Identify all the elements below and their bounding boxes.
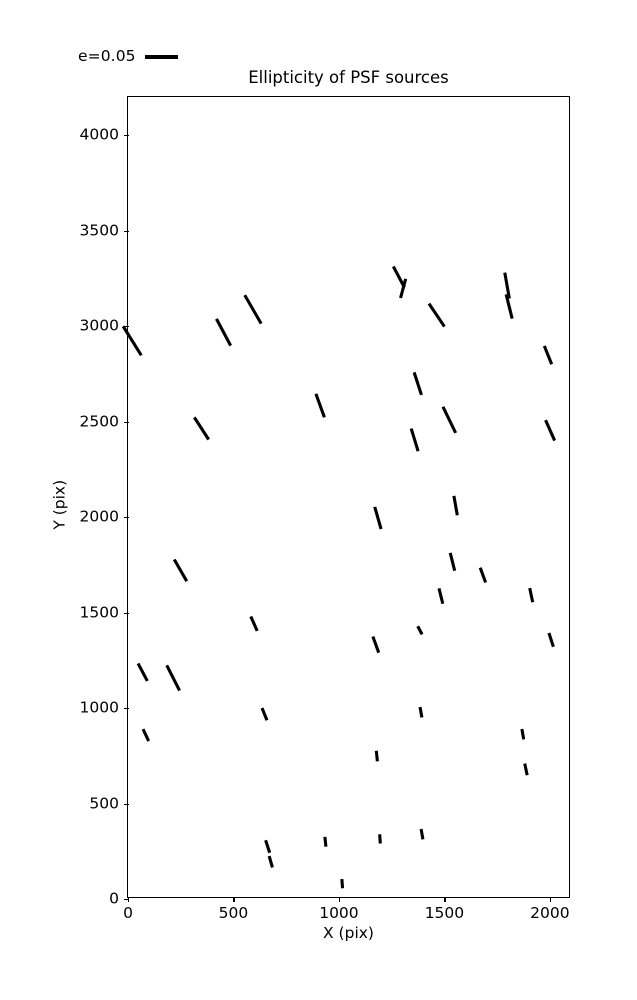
whisker-segment xyxy=(448,552,457,572)
whisker-segment xyxy=(391,265,406,289)
whisker-segment xyxy=(374,750,379,762)
whisker-segment xyxy=(215,318,233,347)
y-tick-label: 4000 xyxy=(79,125,119,144)
whisker-segment xyxy=(121,325,143,357)
x-tick-label: 1500 xyxy=(424,904,465,922)
x-axis-label: X (pix) xyxy=(323,924,374,942)
y-tick-label: 3000 xyxy=(79,316,119,335)
y-tick-label: 3500 xyxy=(79,220,119,239)
legend-label: e=0.05 xyxy=(78,47,136,66)
y-tick-mark xyxy=(124,803,129,805)
whisker-segment xyxy=(427,302,446,328)
y-tick-label: 1000 xyxy=(79,698,119,717)
whisker-segment xyxy=(172,558,189,582)
whisker-segment xyxy=(340,878,345,889)
whisker-segment xyxy=(418,706,424,718)
plot-title: Ellipticity of PSF sources xyxy=(248,68,449,87)
y-tick-mark xyxy=(124,517,129,519)
y-tick-label: 1500 xyxy=(79,602,119,621)
whisker-segment xyxy=(503,272,511,299)
whisker-segment xyxy=(260,707,269,721)
whisker-segment xyxy=(504,294,514,320)
y-tick-label: 500 xyxy=(89,793,119,812)
whisker-segment xyxy=(409,428,420,452)
whisker-segment xyxy=(478,567,488,584)
x-tick-label: 1000 xyxy=(319,904,359,922)
whisker-segment xyxy=(452,495,459,516)
y-tick-label: 0 xyxy=(109,889,119,908)
legend: e=0.05 xyxy=(78,46,178,68)
y-tick-mark xyxy=(124,708,129,710)
y-tick-mark xyxy=(124,612,129,614)
x-tick-mark xyxy=(549,897,552,902)
whisker-segment xyxy=(441,406,458,434)
whisker-segment xyxy=(141,728,151,742)
x-tick-mark xyxy=(338,897,341,902)
whisker-segment xyxy=(243,294,263,325)
x-tick-mark xyxy=(128,897,130,902)
whisker-segment xyxy=(373,506,383,530)
whisker-segment xyxy=(416,625,424,636)
whisker-segment xyxy=(542,345,554,365)
whisker-segment xyxy=(437,588,445,605)
y-tick-mark xyxy=(124,326,129,328)
whisker-segment xyxy=(412,371,423,396)
whisker-segment xyxy=(165,664,181,692)
plot-axes: 0 500 1000 1500 2000 2500 3000 3500 4000 0 500 1000… xyxy=(80,96,570,921)
y-axis-label: Y (pix) xyxy=(50,479,69,530)
x-tick-label: 500 xyxy=(218,904,249,922)
legend-scale-bar-icon xyxy=(144,55,178,59)
whisker-segment xyxy=(544,419,557,442)
x-tick-mark xyxy=(444,897,446,902)
whisker-segment xyxy=(399,278,408,299)
whisker-segment xyxy=(378,834,382,844)
whisker-segment xyxy=(193,416,210,441)
whisker-segment xyxy=(371,636,381,654)
x-tick-mark xyxy=(233,897,235,902)
y-tick-mark xyxy=(124,899,129,901)
y-tick-mark xyxy=(124,421,129,423)
whisker-segment xyxy=(528,587,535,603)
whisker-segment xyxy=(249,615,259,632)
whisker-segment xyxy=(136,662,149,682)
x-tick-label: 0 xyxy=(123,904,133,922)
whisker-segment xyxy=(520,728,526,740)
y-tick-mark xyxy=(124,135,129,137)
whisker-segment xyxy=(323,836,328,847)
y-tick-mark xyxy=(124,230,129,232)
whisker-segment xyxy=(547,632,555,648)
y-tick-label: 2500 xyxy=(79,411,119,430)
whisker-segment xyxy=(419,828,425,840)
whisker-segment xyxy=(314,393,326,418)
whisker-segment xyxy=(264,839,272,854)
whisker-layer xyxy=(121,265,557,889)
x-tick-label: 2000 xyxy=(530,904,570,922)
y-tick-label: 2000 xyxy=(79,507,119,526)
whisker-segment xyxy=(267,855,274,868)
whisker-segment xyxy=(523,763,529,776)
